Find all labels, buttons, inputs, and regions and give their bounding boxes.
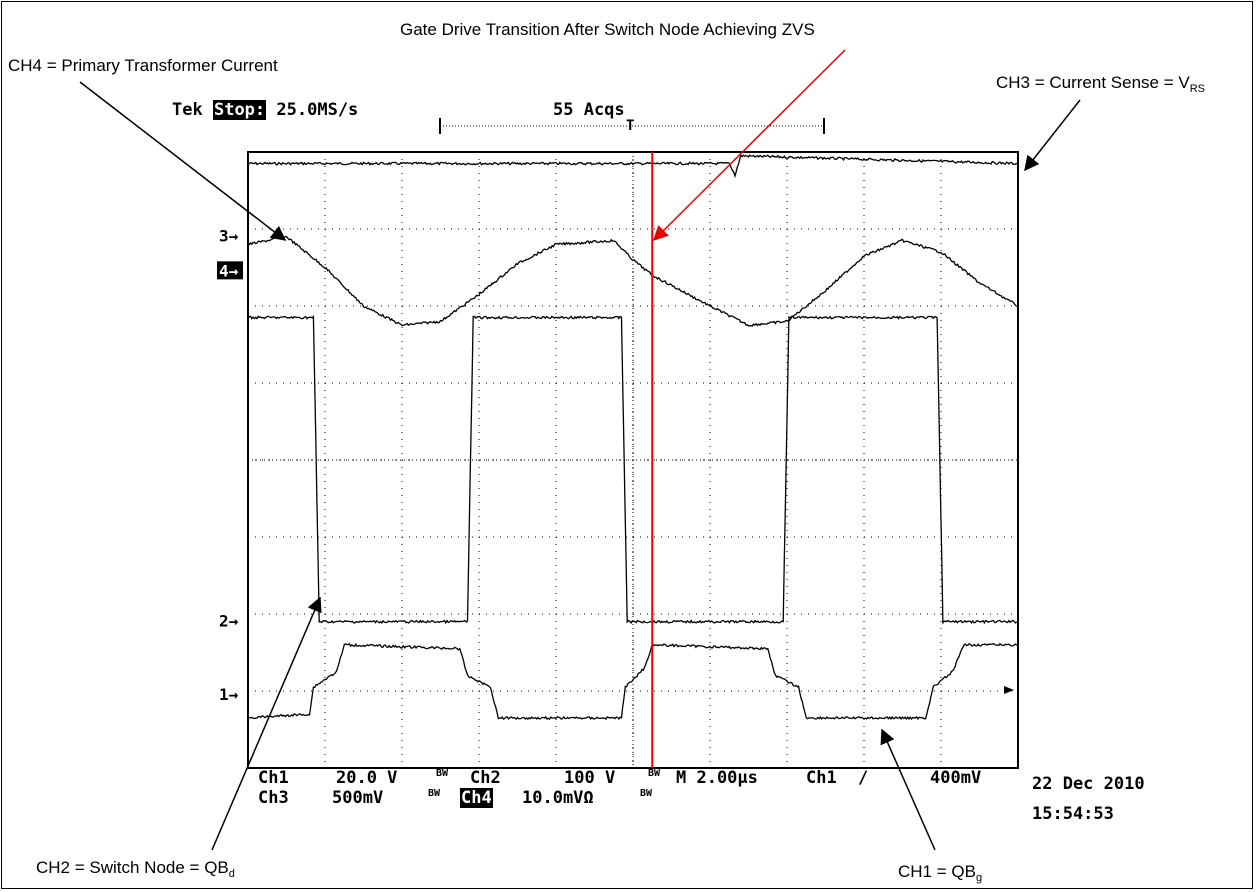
channel-4-marker: 4→ — [219, 261, 239, 280]
gate-drive-arrow — [652, 49, 846, 242]
ch1-scale: 20.0 V — [336, 768, 398, 788]
gate-drive-annotation: Gate Drive Transition After Switch Node … — [400, 20, 815, 39]
trigger-source: Ch1 — [806, 768, 837, 788]
bw3-mark: BW — [428, 788, 441, 799]
ch4-arrow — [79, 81, 287, 241]
trace-ch2 — [247, 315, 1019, 625]
time-stamp: 15:54:53 — [1032, 804, 1114, 824]
date-stamp: 22 Dec 2010 — [1032, 774, 1145, 794]
trace-ch3 — [247, 154, 1019, 179]
bw2-mark: BW — [648, 768, 661, 779]
ch4-scale: 10.0mVΩ — [522, 788, 594, 808]
bw1-mark: BW — [436, 768, 449, 779]
channel-3-marker: 3→ — [219, 227, 239, 246]
trigger-level: 400mV — [930, 768, 982, 788]
trigger-slope-icon: ∕ — [858, 768, 869, 788]
ch1-label: Ch1 — [258, 768, 289, 788]
scope-header: Tek Stop: 25.0MS/s — [172, 100, 358, 120]
ch3-arrow — [1024, 99, 1081, 172]
ch1-level-arrow — [1004, 686, 1014, 694]
ch3-annotation: CH3 = Current Sense = VRS — [996, 73, 1205, 95]
settings-row-1: Ch1 — [258, 768, 289, 788]
trace-ch1 — [247, 642, 1019, 721]
ch1-arrow — [880, 728, 936, 851]
trigger-marker: T — [626, 118, 634, 134]
trigger-position-bracket — [439, 118, 825, 134]
ch4-annotation: CH4 = Primary Transformer Current — [8, 56, 278, 75]
channel-2-marker: 2→ — [219, 612, 239, 631]
ch3-scale: 500mV — [332, 788, 384, 808]
ch2-scale: 100 V — [564, 768, 616, 788]
acquisition-count: 55 Acqs — [553, 100, 625, 120]
timebase: M 2.00µs — [676, 768, 758, 788]
trace-ch4 — [247, 235, 1019, 327]
ch2-arrow — [211, 596, 322, 851]
bw4-mark: BW — [640, 788, 653, 799]
ch1-annotation: CH1 = QBg — [898, 862, 983, 884]
sample-rate: 25.0MS/s — [276, 100, 359, 120]
brand-label: Tek — [172, 100, 203, 120]
ch3-label: Ch3 — [258, 788, 289, 808]
ch4-label: Ch4 — [460, 788, 493, 808]
ch2-annotation: CH2 = Switch Node = QBd — [36, 858, 235, 880]
channel-1-marker: 1→ — [219, 685, 239, 704]
channel-marker-bg — [217, 261, 243, 280]
ch2-label: Ch2 — [470, 768, 501, 788]
acq-state-badge: Stop: — [212, 100, 267, 120]
